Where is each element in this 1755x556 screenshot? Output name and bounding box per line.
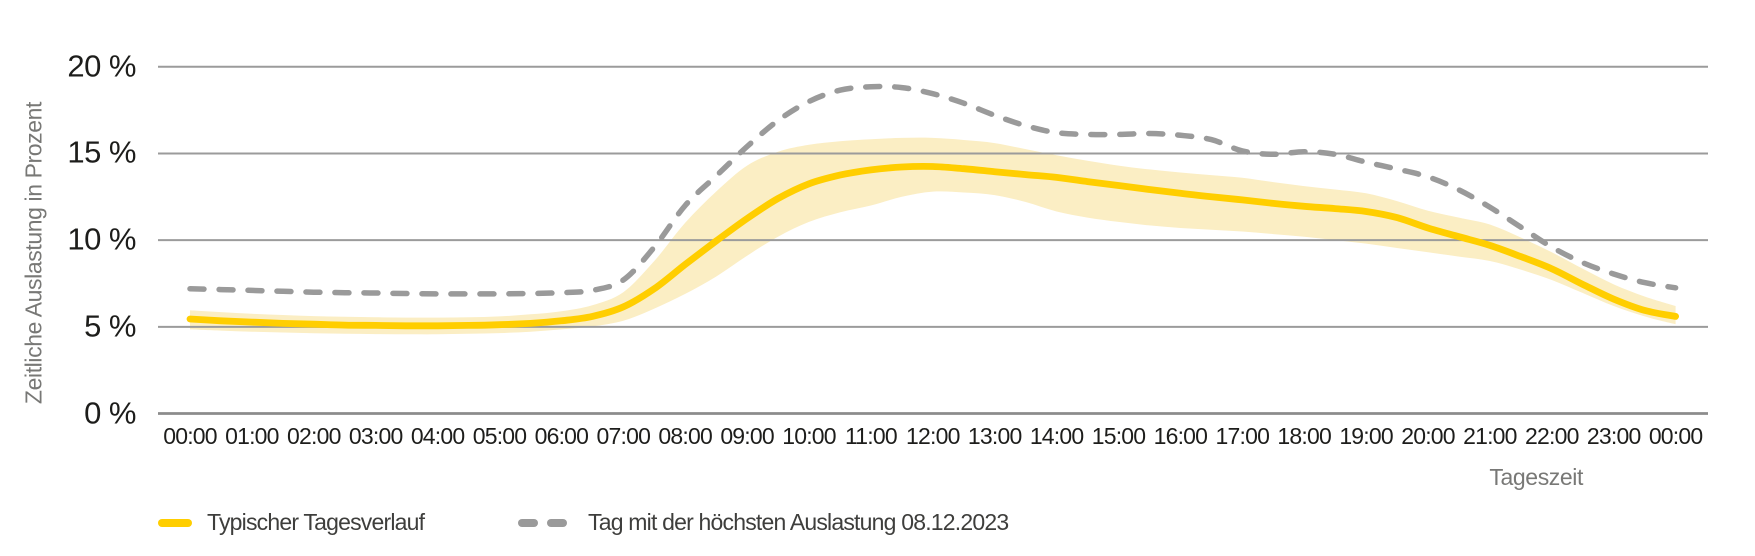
x-tick-label: 16:00	[1153, 423, 1208, 449]
legend-swatch-typical	[158, 519, 192, 527]
x-tick-label: 20:00	[1401, 423, 1455, 449]
x-tick-label: 03:00	[348, 423, 403, 449]
x-tick-label: 11:00	[844, 423, 898, 449]
x-tick-label: 13:00	[967, 423, 1022, 449]
legend-dash-icon	[518, 519, 538, 527]
x-tick-label: 12:00	[906, 423, 960, 449]
x-tick-label: 21:00	[1463, 423, 1517, 449]
x-tick-label: 22:00	[1525, 423, 1579, 449]
legend: Typischer Tagesverlauf Tag mit der höchs…	[0, 508, 1755, 542]
x-tick-label: 06:00	[534, 423, 589, 449]
x-tick-label: 14:00	[1029, 423, 1084, 449]
y-tick-label: 15 %	[67, 134, 136, 170]
x-tick-label: 02:00	[287, 423, 341, 449]
x-tick-label: 10:00	[782, 423, 836, 449]
series-typical-line	[186, 162, 1679, 330]
x-tick-label: 09:00	[720, 423, 774, 449]
legend-dash-icon	[547, 519, 567, 527]
x-tick-label: 19:00	[1339, 423, 1393, 449]
x-tick-label: 05:00	[472, 423, 527, 449]
x-tick-label: 00:00	[1648, 423, 1703, 449]
x-tick-label: 04:00	[410, 423, 465, 449]
y-tick-label: 0 %	[84, 394, 136, 430]
y-tick-label: 5 %	[84, 308, 136, 344]
x-axis-title: Tageszeit	[1489, 464, 1583, 490]
x-tick-label: 07:00	[596, 423, 651, 449]
x-tick-label: 15:00	[1091, 423, 1146, 449]
y-tick-label: 10 %	[67, 221, 136, 257]
legend-label-typical: Typischer Tagesverlauf	[207, 509, 425, 535]
gridlines	[158, 65, 1708, 415]
y-tick-label: 20 %	[67, 48, 136, 84]
x-tick-label: 18:00	[1277, 423, 1331, 449]
y-axis-title: Zeitliche Auslastung in Prozent	[20, 101, 47, 405]
x-tick-label: 01:00	[225, 423, 279, 449]
legend-swatch-max-day	[518, 519, 567, 527]
series-max-day-line	[187, 83, 1679, 297]
x-tick-label: 08:00	[658, 423, 712, 449]
x-tick-label: 23:00	[1586, 423, 1641, 449]
x-tick-label: 17:00	[1215, 423, 1270, 449]
confidence-band	[190, 137, 1676, 335]
x-tick-label: 00:00	[163, 423, 217, 449]
legend-label-max-day: Tag mit der höchsten Auslastung 08.12.20…	[588, 509, 1009, 535]
